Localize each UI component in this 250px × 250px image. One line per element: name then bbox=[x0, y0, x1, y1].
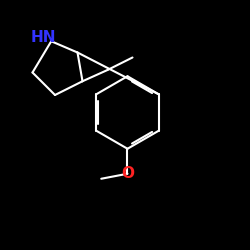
Text: O: O bbox=[121, 166, 134, 181]
Text: HN: HN bbox=[31, 30, 56, 45]
